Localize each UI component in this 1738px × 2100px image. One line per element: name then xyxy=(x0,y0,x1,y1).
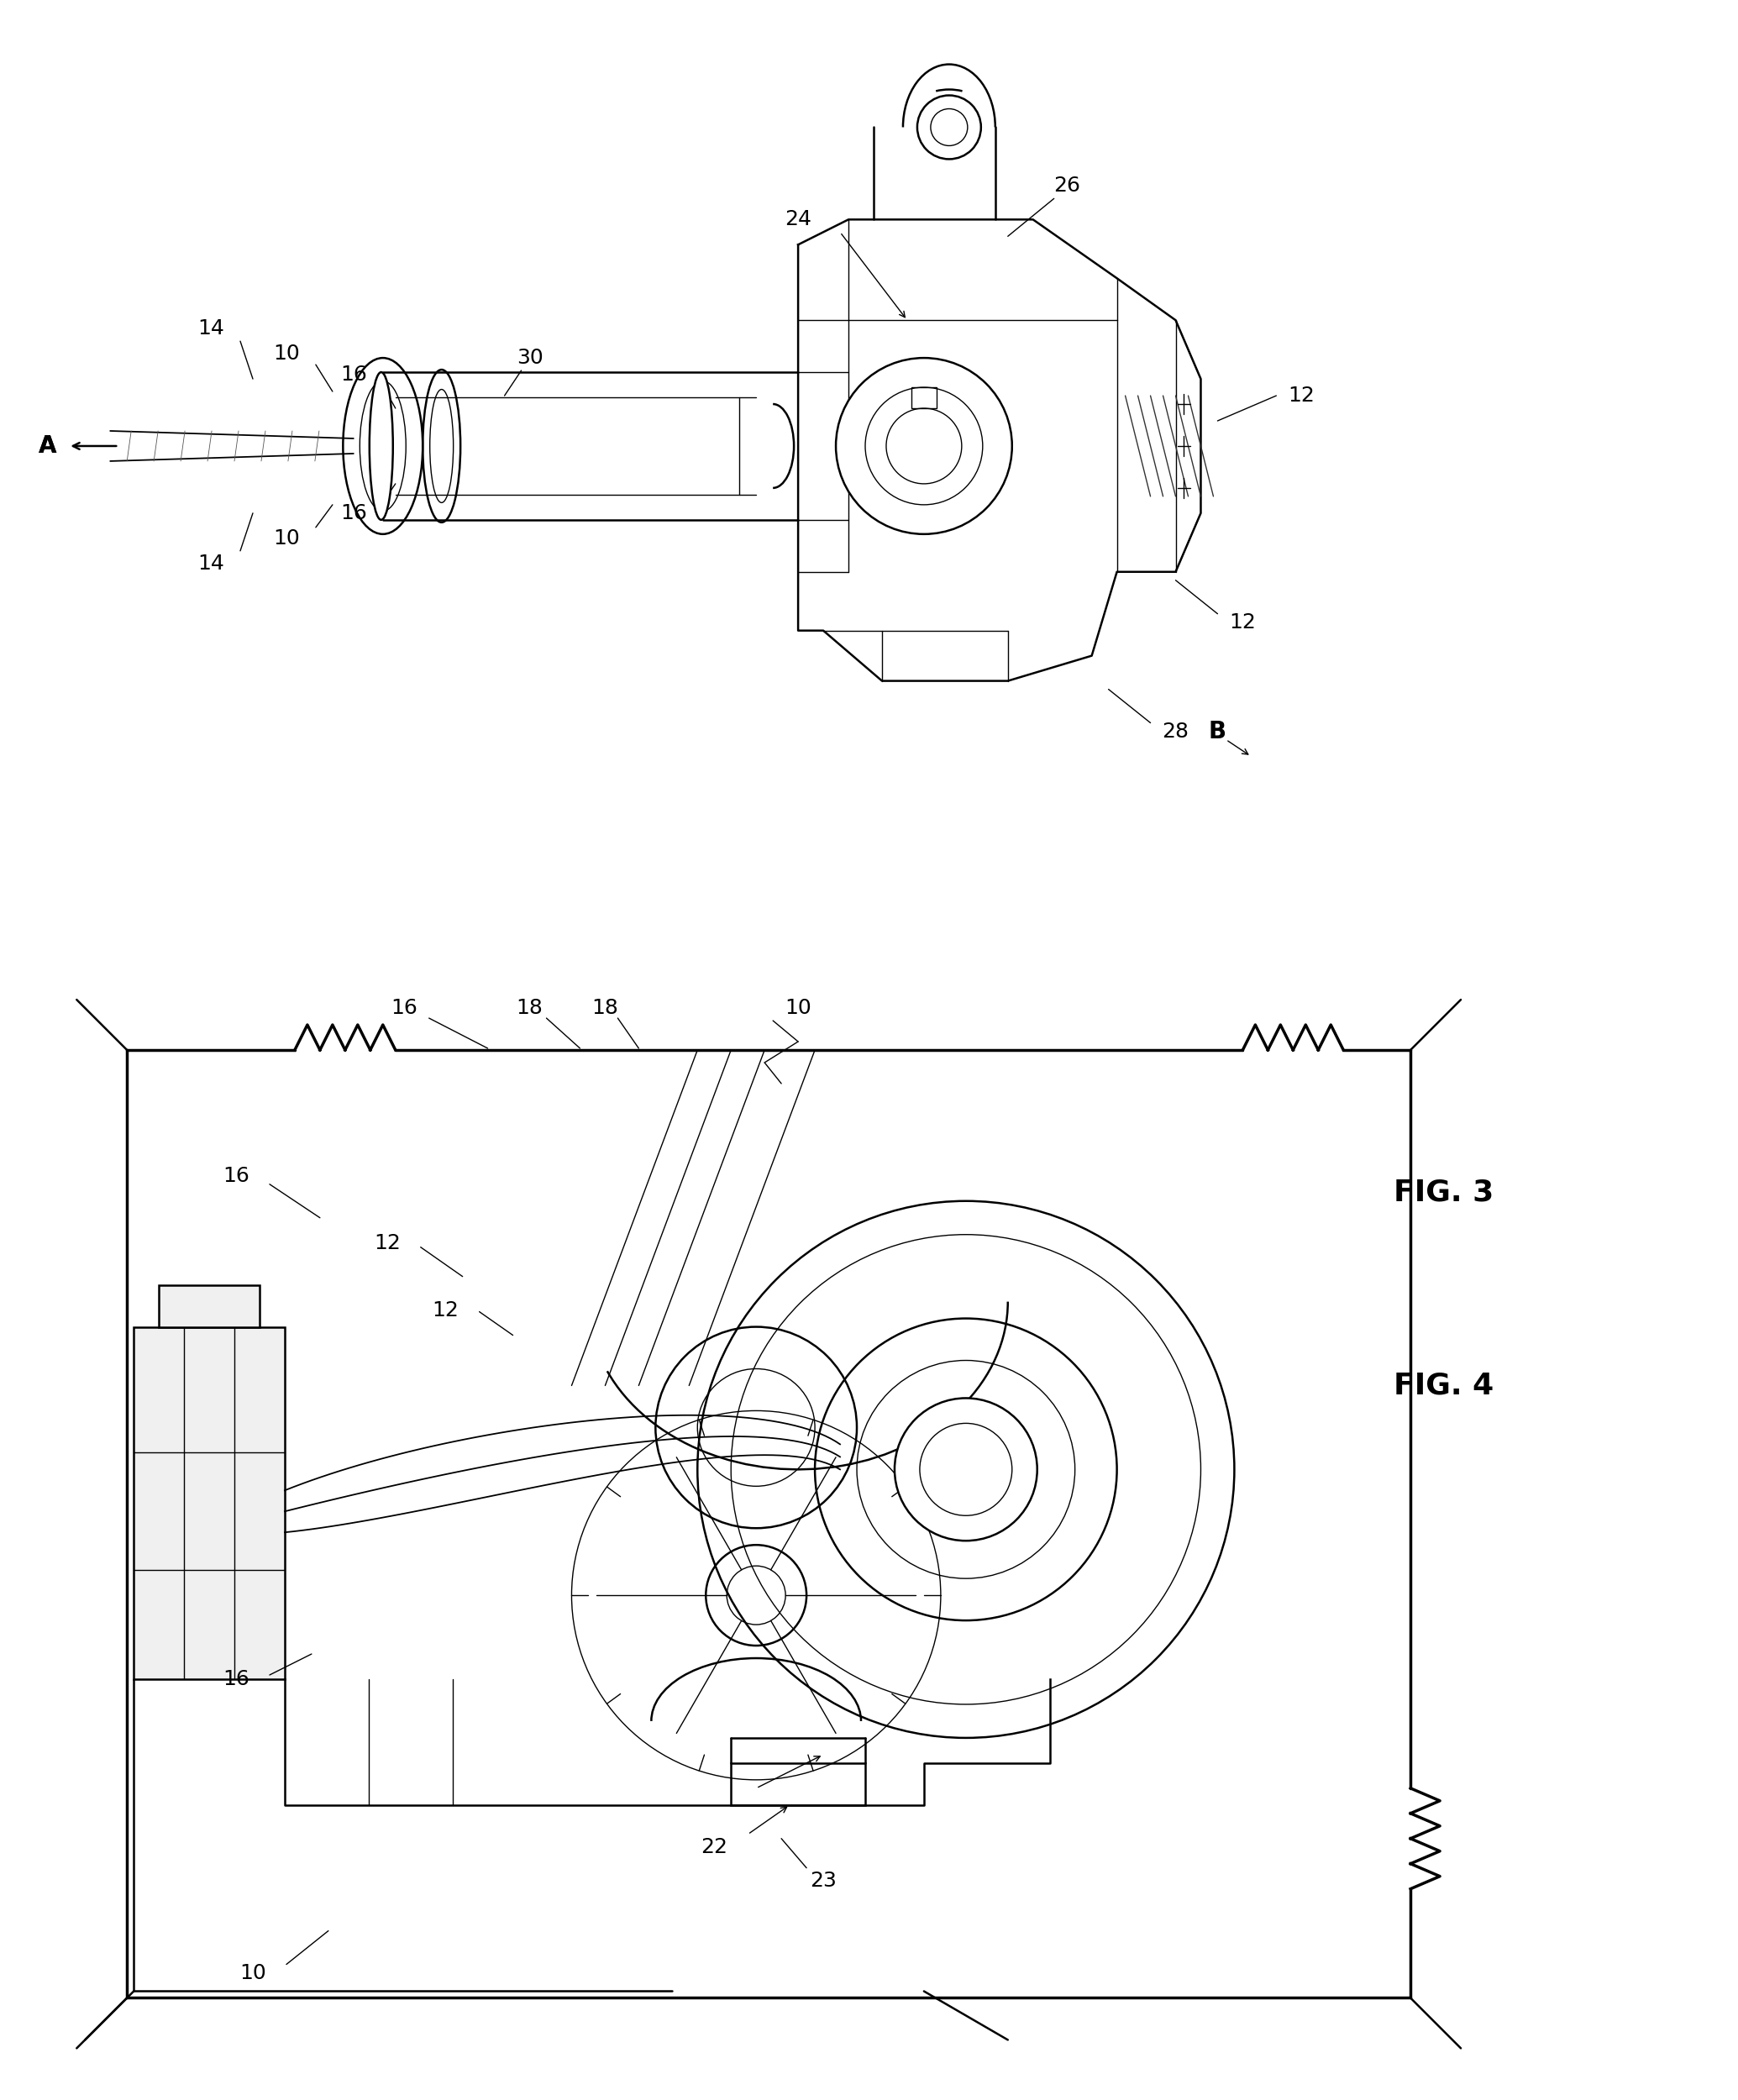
Text: 16: 16 xyxy=(341,365,367,384)
Text: 12: 12 xyxy=(374,1233,400,1254)
Text: 23: 23 xyxy=(810,1871,836,1890)
Text: 10: 10 xyxy=(273,344,299,363)
Text: 16: 16 xyxy=(222,1670,250,1688)
Text: 14: 14 xyxy=(198,554,224,573)
Text: 12: 12 xyxy=(1229,611,1257,632)
Text: 26: 26 xyxy=(1053,176,1079,195)
Text: 18: 18 xyxy=(516,998,542,1018)
Text: B: B xyxy=(1208,720,1227,743)
Text: 10: 10 xyxy=(240,1964,266,1982)
Text: 30: 30 xyxy=(516,349,542,367)
Circle shape xyxy=(836,357,1012,533)
Ellipse shape xyxy=(360,382,405,510)
Text: 16: 16 xyxy=(341,504,367,523)
Text: 18: 18 xyxy=(591,998,619,1018)
Text: 12: 12 xyxy=(433,1300,459,1321)
Text: 16: 16 xyxy=(222,1166,250,1186)
Text: FIG. 4: FIG. 4 xyxy=(1394,1371,1495,1401)
Bar xyxy=(732,1764,866,1806)
Text: 12: 12 xyxy=(1288,386,1316,405)
Text: 10: 10 xyxy=(786,998,812,1018)
Text: 28: 28 xyxy=(1163,720,1189,741)
Text: 16: 16 xyxy=(391,998,417,1018)
Bar xyxy=(158,1285,259,1327)
Ellipse shape xyxy=(370,372,393,521)
Circle shape xyxy=(895,1399,1038,1541)
Text: A: A xyxy=(38,435,56,458)
Text: 24: 24 xyxy=(784,210,812,229)
Text: 22: 22 xyxy=(700,1838,728,1856)
Text: FIG. 3: FIG. 3 xyxy=(1394,1178,1495,1208)
Text: A: A xyxy=(38,435,56,458)
Bar xyxy=(134,1327,285,1680)
Text: 14: 14 xyxy=(198,319,224,338)
Text: 10: 10 xyxy=(273,529,299,548)
